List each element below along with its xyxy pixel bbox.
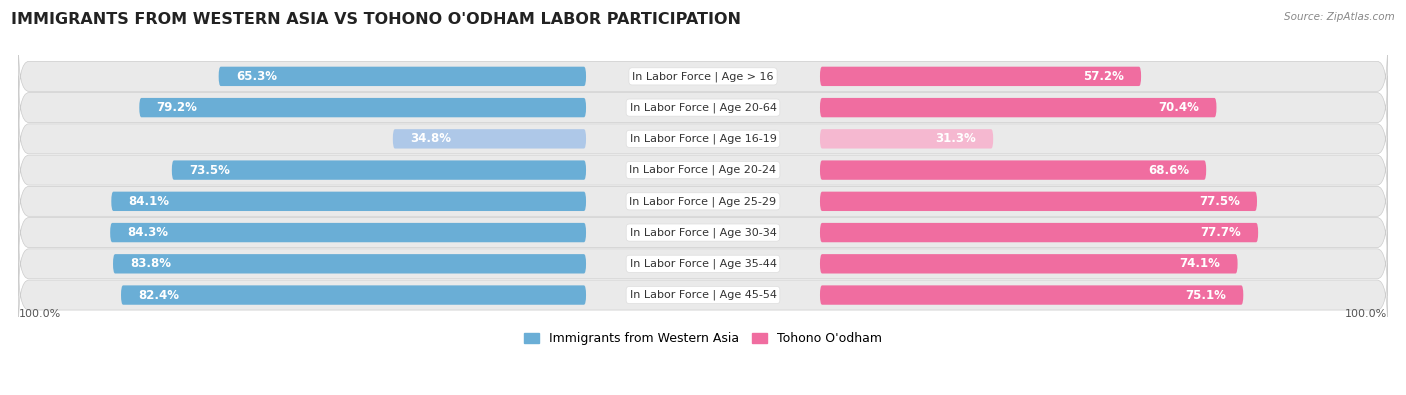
FancyBboxPatch shape [820, 223, 1258, 242]
FancyBboxPatch shape [18, 201, 1388, 264]
Legend: Immigrants from Western Asia, Tohono O'odham: Immigrants from Western Asia, Tohono O'o… [519, 327, 887, 350]
Text: In Labor Force | Age 35-44: In Labor Force | Age 35-44 [630, 259, 776, 269]
Text: IMMIGRANTS FROM WESTERN ASIA VS TOHONO O'ODHAM LABOR PARTICIPATION: IMMIGRANTS FROM WESTERN ASIA VS TOHONO O… [11, 12, 741, 27]
FancyBboxPatch shape [18, 76, 1388, 139]
Text: 57.2%: 57.2% [1083, 70, 1123, 83]
FancyBboxPatch shape [820, 67, 1142, 86]
Text: In Labor Force | Age > 16: In Labor Force | Age > 16 [633, 71, 773, 82]
FancyBboxPatch shape [111, 192, 586, 211]
FancyBboxPatch shape [121, 285, 586, 305]
Text: 84.1%: 84.1% [128, 195, 170, 208]
Text: In Labor Force | Age 20-24: In Labor Force | Age 20-24 [630, 165, 776, 175]
FancyBboxPatch shape [18, 263, 1388, 327]
Text: 79.2%: 79.2% [156, 101, 197, 114]
FancyBboxPatch shape [18, 232, 1388, 296]
FancyBboxPatch shape [820, 98, 1216, 117]
FancyBboxPatch shape [110, 223, 586, 242]
FancyBboxPatch shape [112, 254, 586, 273]
FancyBboxPatch shape [18, 138, 1388, 202]
Text: In Labor Force | Age 45-54: In Labor Force | Age 45-54 [630, 290, 776, 300]
Text: 31.3%: 31.3% [935, 132, 976, 145]
Text: 70.4%: 70.4% [1159, 101, 1199, 114]
FancyBboxPatch shape [18, 45, 1388, 108]
FancyBboxPatch shape [820, 285, 1243, 305]
FancyBboxPatch shape [172, 160, 586, 180]
Text: 83.8%: 83.8% [131, 257, 172, 270]
FancyBboxPatch shape [139, 98, 586, 117]
Text: 77.7%: 77.7% [1201, 226, 1241, 239]
Text: In Labor Force | Age 16-19: In Labor Force | Age 16-19 [630, 134, 776, 144]
Text: In Labor Force | Age 20-64: In Labor Force | Age 20-64 [630, 102, 776, 113]
Text: In Labor Force | Age 30-34: In Labor Force | Age 30-34 [630, 228, 776, 238]
FancyBboxPatch shape [18, 107, 1388, 171]
FancyBboxPatch shape [820, 254, 1237, 273]
FancyBboxPatch shape [820, 192, 1257, 211]
FancyBboxPatch shape [219, 67, 586, 86]
Text: In Labor Force | Age 25-29: In Labor Force | Age 25-29 [630, 196, 776, 207]
Text: 75.1%: 75.1% [1185, 289, 1226, 301]
Text: 73.5%: 73.5% [188, 164, 231, 177]
Text: 77.5%: 77.5% [1199, 195, 1240, 208]
Text: 100.0%: 100.0% [18, 309, 60, 320]
Text: 84.3%: 84.3% [128, 226, 169, 239]
Text: Source: ZipAtlas.com: Source: ZipAtlas.com [1284, 12, 1395, 22]
FancyBboxPatch shape [820, 160, 1206, 180]
Text: 68.6%: 68.6% [1147, 164, 1189, 177]
FancyBboxPatch shape [820, 129, 993, 149]
Text: 100.0%: 100.0% [1346, 309, 1388, 320]
Text: 65.3%: 65.3% [236, 70, 277, 83]
Text: 82.4%: 82.4% [138, 289, 179, 301]
Text: 34.8%: 34.8% [411, 132, 451, 145]
Text: 74.1%: 74.1% [1180, 257, 1220, 270]
FancyBboxPatch shape [392, 129, 586, 149]
FancyBboxPatch shape [18, 169, 1388, 233]
